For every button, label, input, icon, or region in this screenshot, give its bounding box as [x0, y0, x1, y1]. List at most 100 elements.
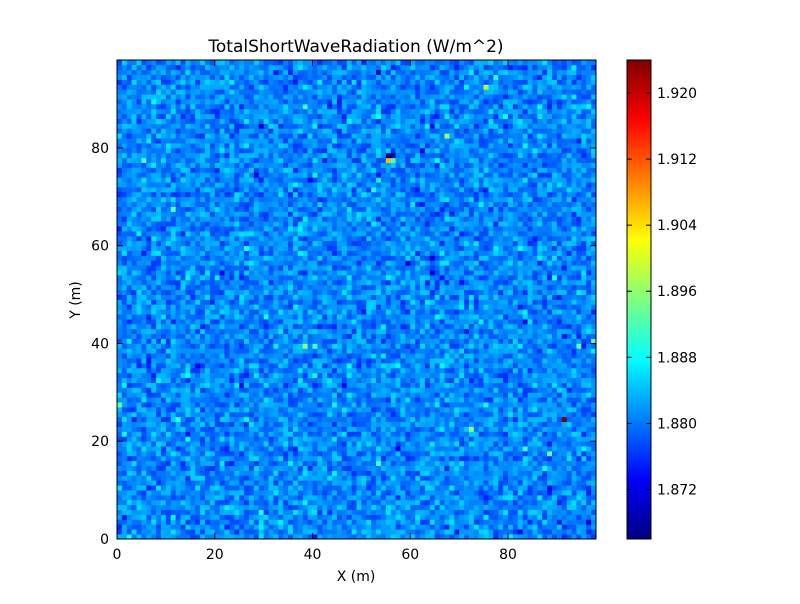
heatmap-cell — [234, 377, 240, 383]
heatmap-cell — [317, 519, 323, 525]
heatmap-cell — [532, 431, 538, 437]
heatmap-cell — [371, 504, 377, 511]
heatmap-cell — [190, 499, 196, 506]
heatmap-cell — [503, 314, 509, 320]
heatmap-cell — [380, 353, 387, 359]
heatmap-cell — [224, 509, 230, 515]
heatmap-cell — [434, 451, 440, 457]
heatmap-cell — [449, 465, 455, 471]
heatmap-cell — [351, 382, 357, 388]
heatmap-cell — [292, 377, 299, 383]
heatmap-cell — [307, 392, 313, 398]
heatmap-cell — [390, 338, 396, 344]
heatmap-cell — [121, 319, 128, 325]
heatmap-cell — [591, 455, 597, 462]
heatmap-cell — [415, 529, 421, 535]
heatmap-cell — [268, 524, 274, 530]
heatmap-cell — [160, 504, 167, 511]
heatmap-cell — [253, 455, 260, 462]
heatmap-cell — [146, 509, 152, 515]
heatmap-cell — [317, 436, 323, 442]
heatmap-cell — [503, 397, 509, 403]
heatmap-cell — [170, 534, 177, 540]
heatmap-cell — [380, 499, 387, 506]
heatmap-cell — [508, 363, 514, 369]
heatmap-cell — [439, 333, 445, 339]
heatmap-cell — [239, 431, 245, 437]
heatmap-cell — [459, 460, 465, 467]
heatmap-cell — [576, 397, 582, 403]
heatmap-cell — [380, 455, 387, 462]
heatmap-cell — [488, 509, 494, 515]
heatmap-cell — [390, 304, 396, 310]
heatmap-cell — [244, 441, 250, 447]
heatmap-cell — [214, 333, 220, 339]
heatmap-cell — [244, 514, 250, 520]
heatmap-cell — [239, 392, 245, 398]
heatmap-cell — [503, 358, 509, 364]
heatmap-cell — [464, 367, 470, 374]
heatmap-cell — [361, 460, 367, 467]
heatmap-cell — [488, 377, 494, 383]
heatmap-cell — [371, 338, 377, 344]
heatmap-cell — [527, 426, 533, 432]
heatmap-cell — [508, 460, 514, 467]
heatmap-cell — [307, 499, 313, 506]
heatmap-cell — [473, 387, 480, 393]
heatmap-cell — [160, 407, 167, 413]
heatmap-cell — [415, 490, 421, 496]
heatmap-cell — [424, 499, 431, 506]
heatmap-cell — [586, 402, 592, 408]
heatmap-cell — [292, 407, 299, 413]
heatmap-cell — [327, 485, 333, 491]
heatmap-cell — [175, 436, 181, 442]
heatmap-cell — [415, 319, 421, 325]
heatmap-cell — [224, 499, 230, 506]
heatmap-cell — [126, 421, 133, 427]
heatmap-cell — [449, 289, 455, 295]
heatmap-cell — [268, 451, 274, 457]
heatmap-cell — [185, 323, 191, 330]
heatmap-cell — [341, 348, 348, 354]
heatmap-cell — [483, 509, 489, 515]
heatmap-cell — [556, 514, 563, 520]
heatmap-cell — [356, 455, 362, 462]
heatmap-cell — [473, 348, 480, 354]
heatmap-cell — [576, 509, 582, 515]
heatmap-cell — [307, 455, 313, 462]
heatmap-cell — [395, 431, 401, 437]
heatmap-cell — [302, 524, 308, 530]
heatmap-cell — [390, 514, 396, 520]
heatmap-cell — [454, 387, 460, 393]
heatmap-cell — [253, 534, 260, 540]
heatmap-cell — [117, 323, 123, 330]
heatmap-cell — [473, 426, 480, 432]
heatmap-cell — [356, 304, 362, 310]
heatmap-cell — [258, 338, 264, 344]
heatmap-cell — [532, 446, 538, 452]
heatmap-cell — [556, 499, 563, 506]
heatmap-cell — [385, 529, 392, 535]
heatmap-cell — [522, 387, 528, 393]
heatmap-cell — [552, 314, 558, 320]
heatmap-cell — [273, 455, 279, 462]
heatmap-cell — [493, 402, 499, 408]
heatmap-cell — [239, 289, 245, 295]
heatmap-cell — [356, 387, 362, 393]
heatmap-cell — [512, 485, 519, 491]
heatmap-cell — [493, 436, 499, 442]
heatmap-cell — [498, 519, 504, 525]
heatmap-cell — [366, 446, 372, 452]
heatmap-cell — [346, 338, 352, 344]
heatmap-cell — [322, 392, 328, 398]
heatmap-cell — [141, 446, 147, 452]
heatmap-cell — [488, 465, 494, 471]
heatmap-cell — [263, 377, 269, 383]
heatmap-cell — [356, 519, 362, 525]
heatmap-cell — [390, 480, 396, 486]
heatmap-cell — [117, 309, 123, 315]
heatmap-cell — [146, 367, 152, 374]
heatmap-cell — [214, 534, 220, 540]
heatmap-cell — [288, 407, 294, 413]
heatmap-cell — [175, 363, 181, 369]
